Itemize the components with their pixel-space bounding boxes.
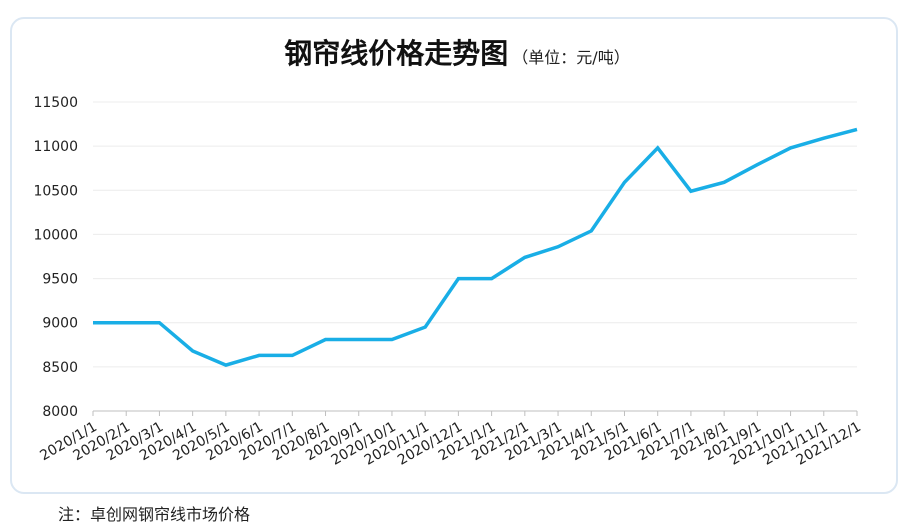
y-tick-label: 10000 [33,227,78,243]
gridlines [93,101,857,368]
y-tick-label: 8500 [42,360,78,376]
y-tick-label: 10500 [33,183,78,199]
series-group [92,127,858,367]
axes [92,410,858,416]
y-axis-ticks: 8000 8500 9000 9500 10000 10500 11000 11500 [33,95,78,420]
x-axis-ticks: 2020/1/12020/2/12020/3/12020/4/12020/5/1… [37,419,863,469]
chart-title-block: 钢帘线价格走势图 （单位：元/吨） [0,32,914,72]
y-tick-label: 9500 [42,272,78,288]
series-line [93,127,858,367]
footnote: 注：卓创网钢帘线市场价格 [58,505,251,524]
chart-unit-subtitle: （单位：元/吨） [512,48,630,67]
y-tick-label: 11500 [33,95,78,111]
chart-title: 钢帘线价格走势图 [284,37,509,70]
chart-frame [10,17,898,494]
y-tick-label: 8000 [42,404,78,420]
y-tick-label: 11000 [33,139,78,155]
y-tick-label: 9000 [42,316,78,332]
